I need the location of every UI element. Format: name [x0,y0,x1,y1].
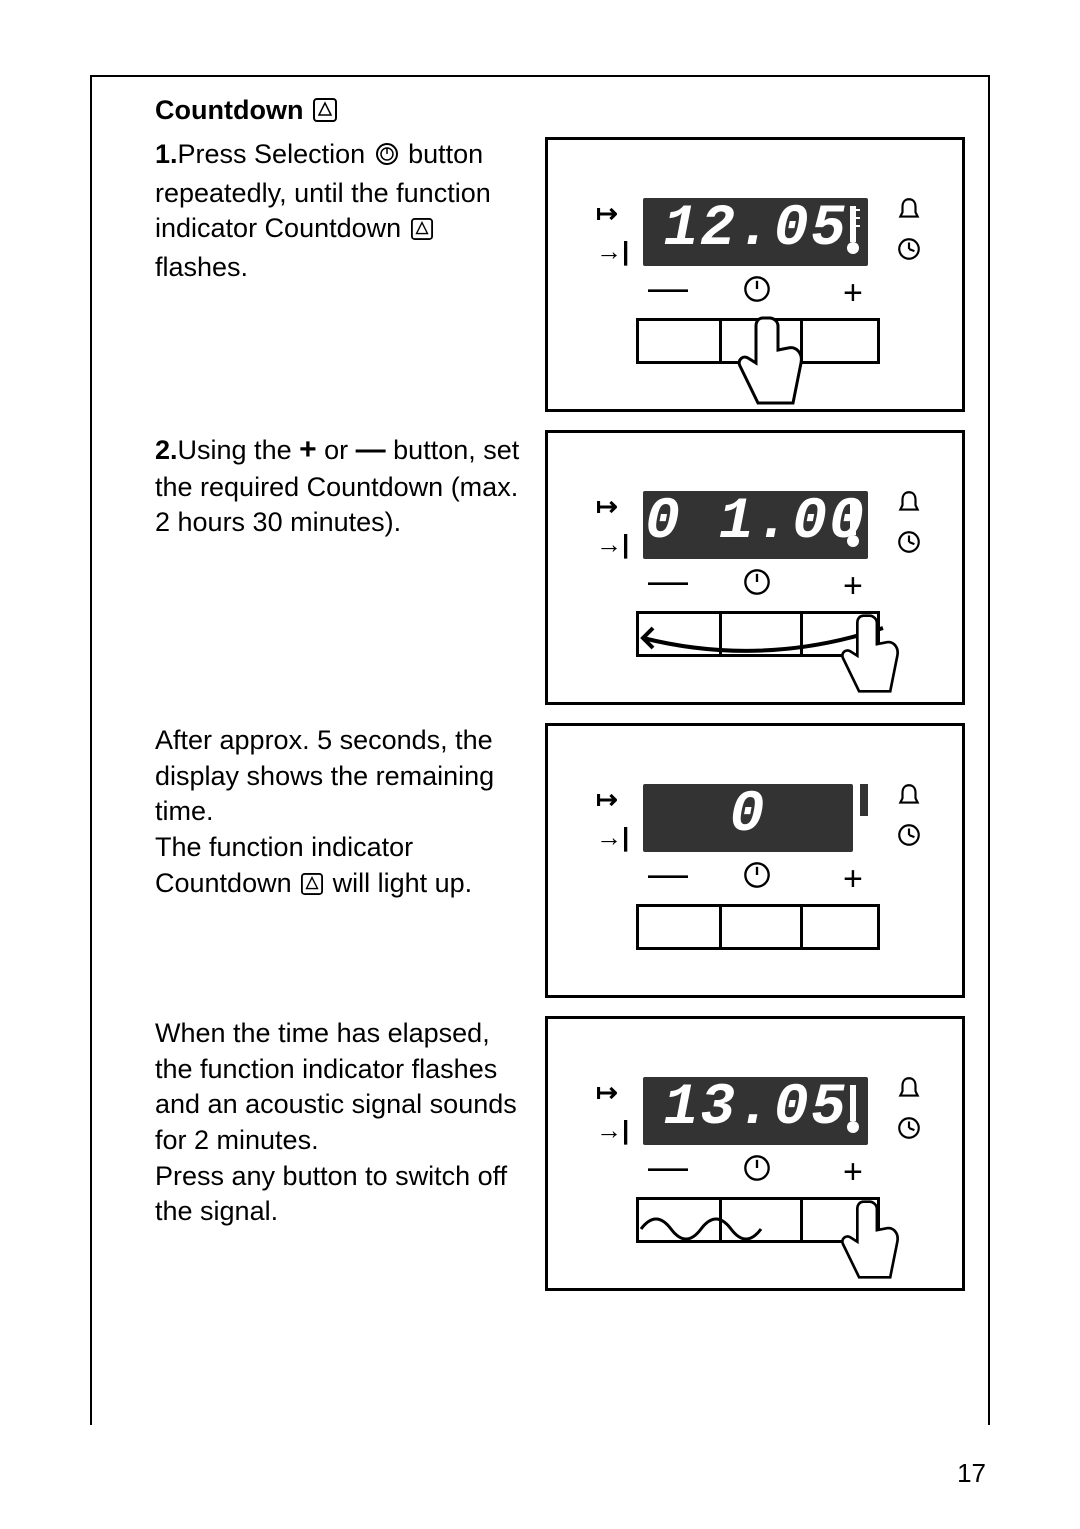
para-4-row: When the time has elapsed, the function … [155,1016,975,1291]
heading-text: Countdown [155,95,303,125]
display-2-value: 0 1.00 [645,490,866,555]
finger-icon [723,308,813,413]
minus-button[interactable]: — [648,278,688,298]
selection-button[interactable] [743,1153,771,1190]
para4-a: When the time has elapsed, the function … [155,1018,517,1155]
selection-button[interactable] [743,860,771,897]
thermometer-icon [846,497,862,551]
para4-b: Press any button to switch off the signa… [155,1161,507,1227]
panel-1: ↦ →| 12.05 — + [545,137,965,412]
bell-icon [313,98,337,129]
para3-a: After approx. 5 seconds, the display sho… [155,725,494,826]
plus-button[interactable]: + [843,274,863,313]
selection-button[interactable] [743,274,771,311]
display-4: 13.05 [643,1077,868,1145]
figure-2: ↦ →| 0 1.00 — + [545,430,965,705]
cook-arrow-icon: ↦ [596,198,618,229]
panel-2: ↦ →| 0 1.00 — + [545,430,965,705]
thermometer-icon [846,204,862,258]
display-1: 12.05 [643,198,868,266]
cook-arrow-icon: ↦ [596,784,618,815]
cook-arrow-icon: ↦ [596,1077,618,1108]
step-2-row: 2.Using the + or — button, set the requi… [155,430,975,705]
selection-icon [375,140,399,176]
step-1-text: 1.Press Selection button repeatedly, unt… [155,137,525,286]
step-2-text: 2.Using the + or — button, set the requi… [155,430,525,541]
bell-icon [301,869,323,905]
step2-a: Using the [178,435,300,465]
cook-arrow-icon: ↦ [596,491,618,522]
minus-button[interactable]: — [648,571,688,591]
selection-button[interactable] [743,567,771,604]
panel-3: ↦ →| 0 1.00 — + [545,723,965,998]
display-2: 0 1.00 [643,491,868,559]
bell-icon [896,489,922,520]
step-1-num: 1. [155,139,178,169]
para-3-row: After approx. 5 seconds, the display sho… [155,723,975,998]
minus-glyph: — [356,433,386,466]
display-3: 0 1.00 [643,784,853,852]
step2-b: or [317,435,356,465]
clock-icon [896,1115,922,1146]
page-number: 17 [957,1458,986,1489]
step1-a: Press Selection [178,139,373,169]
finger-icon [828,601,908,706]
plus-button[interactable]: + [843,860,863,899]
figure-1: ↦ →| 12.05 — + [545,137,965,412]
display-4-value: 13.05 [663,1076,847,1141]
bell-icon [411,214,433,250]
figure-4: ↦ →| 13.05 — + [545,1016,965,1291]
clock-icon [896,529,922,560]
end-arrow-icon: →| [596,1115,629,1146]
figure-3: ↦ →| 0 1.00 — + [545,723,965,998]
para-3-text: After approx. 5 seconds, the display sho… [155,723,525,904]
panel-4: ↦ →| 13.05 — + [545,1016,965,1291]
content-area: Countdown 1.Press Selection button repea… [155,95,975,1309]
step1-c: flashes. [155,252,248,282]
sound-wave-icon [636,1209,766,1249]
para3-c: will light up. [325,868,472,898]
step-2-num: 2. [155,435,178,465]
thermometer-icon [846,1083,862,1137]
finger-icon [828,1187,908,1292]
step-1-row: 1.Press Selection button repeatedly, unt… [155,137,975,412]
minus-button[interactable]: — [648,864,688,884]
bell-icon [896,1075,922,1106]
indicator-bar [860,784,868,816]
minus-button[interactable]: — [648,1157,688,1177]
end-arrow-icon: →| [596,529,629,560]
bell-icon [896,196,922,227]
end-arrow-icon: →| [596,236,629,267]
bell-icon [896,782,922,813]
clock-icon [896,822,922,853]
display-1-value: 12.05 [663,197,847,262]
end-arrow-icon: →| [596,822,629,853]
clock-icon [896,236,922,267]
plus-glyph: + [299,433,317,466]
para-4-text: When the time has elapsed, the function … [155,1016,525,1230]
button-bar [636,904,880,950]
section-heading: Countdown [155,95,975,129]
